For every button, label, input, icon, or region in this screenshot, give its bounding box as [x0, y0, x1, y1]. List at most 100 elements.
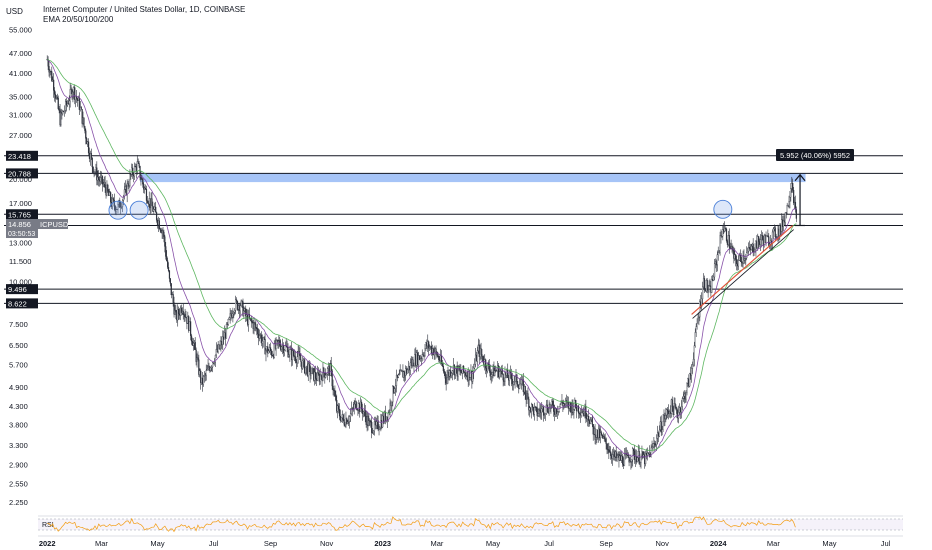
candle-body — [652, 446, 654, 448]
candle-body — [52, 79, 54, 81]
candle-body — [89, 153, 91, 159]
candle-body — [551, 401, 553, 406]
candle-body — [126, 183, 128, 195]
candle-body — [67, 103, 69, 105]
candle-body — [232, 313, 234, 318]
candle-body — [645, 453, 648, 456]
candle-body — [331, 370, 333, 387]
candle-body — [74, 87, 76, 100]
candle-body — [147, 202, 149, 205]
candle-body — [394, 388, 396, 393]
candle-body — [485, 368, 488, 372]
candle-body — [416, 352, 418, 366]
candle-body — [294, 356, 296, 361]
candle-body — [656, 437, 658, 445]
candle-body — [733, 250, 735, 259]
candle-body — [66, 103, 69, 106]
candle-body — [741, 261, 743, 264]
candle-body — [326, 373, 328, 376]
candle-body — [235, 299, 238, 302]
candle-body — [736, 259, 738, 264]
candle-body — [512, 381, 514, 385]
candle-body — [701, 298, 703, 307]
candle-body — [187, 316, 189, 324]
candle-body — [110, 192, 112, 203]
candle-body — [49, 71, 51, 73]
candle-body — [136, 161, 138, 172]
candle-body — [603, 436, 605, 439]
candle-body — [450, 370, 452, 376]
candle-body — [751, 243, 753, 247]
candle-body — [273, 343, 275, 358]
candle-body — [464, 372, 467, 376]
currency-label: USD — [6, 7, 23, 16]
candle-body — [417, 355, 420, 365]
candle-body — [788, 201, 790, 207]
candle-body — [199, 370, 201, 375]
candle-body — [679, 407, 682, 413]
candle-body — [56, 96, 58, 99]
price-line-tag-label: 8.622 — [8, 299, 27, 308]
candle-body — [95, 167, 97, 173]
candle-body — [380, 420, 382, 429]
candle-body — [746, 252, 748, 259]
candle-body — [704, 288, 706, 292]
candle-body — [157, 220, 160, 226]
candle-body — [50, 71, 52, 72]
candle-body — [542, 406, 545, 416]
candle-body — [72, 91, 74, 98]
candle-body — [207, 365, 209, 370]
candle-body — [437, 356, 439, 358]
candle-body — [149, 198, 151, 208]
candle-body — [423, 355, 425, 357]
candle-body — [297, 351, 299, 358]
candle-body — [389, 402, 391, 413]
symbol-title[interactable]: Internet Computer / United States Dollar… — [43, 5, 246, 14]
candle-body — [381, 420, 383, 428]
candle-body — [432, 348, 434, 355]
candle-body — [463, 365, 465, 373]
candle-body — [280, 345, 282, 350]
candle-body — [129, 174, 131, 186]
candle-body — [543, 414, 546, 416]
candle-body — [166, 256, 168, 261]
candle-body — [598, 428, 600, 438]
candle-body — [747, 247, 750, 252]
candle-body — [429, 346, 432, 348]
rsi-label: RSI — [42, 522, 54, 529]
candle-body — [435, 348, 437, 353]
candle-body — [246, 314, 249, 325]
candle-body — [747, 250, 749, 253]
candle-body — [579, 413, 581, 416]
candle-body — [711, 279, 713, 293]
candle-body — [337, 405, 339, 412]
x-tick-label: 2023 — [374, 539, 391, 548]
candle-body — [443, 370, 445, 373]
x-tick-label: Jul — [209, 539, 219, 548]
candle-body — [608, 449, 610, 453]
candle-body — [182, 310, 184, 316]
candle-body — [583, 411, 585, 416]
candle-body — [326, 368, 329, 375]
candle-body — [401, 370, 403, 372]
candle-body — [329, 363, 331, 376]
candle-body — [713, 263, 716, 278]
measure-label-bg — [776, 149, 854, 161]
candle-body — [354, 401, 356, 405]
price-line-tag-label: 23.418 — [8, 152, 31, 161]
candle-body — [632, 448, 634, 460]
candle-body — [194, 342, 196, 351]
candle-body — [594, 428, 596, 440]
candle-body — [617, 454, 619, 457]
indicator-legend[interactable]: EMA 20/50/100/200 — [43, 15, 114, 24]
candle-body — [364, 410, 366, 417]
candle-body — [188, 316, 190, 331]
candle-body — [708, 285, 710, 290]
candle-body — [99, 177, 102, 182]
time-axis: 2022 Mar May Jul Sep Nov 2023 Mar May Jul Sep Nov 20… — [39, 539, 891, 548]
candle-body — [578, 412, 581, 414]
candle-body — [525, 394, 527, 400]
candle-body — [630, 460, 632, 463]
candle-body — [130, 174, 132, 176]
